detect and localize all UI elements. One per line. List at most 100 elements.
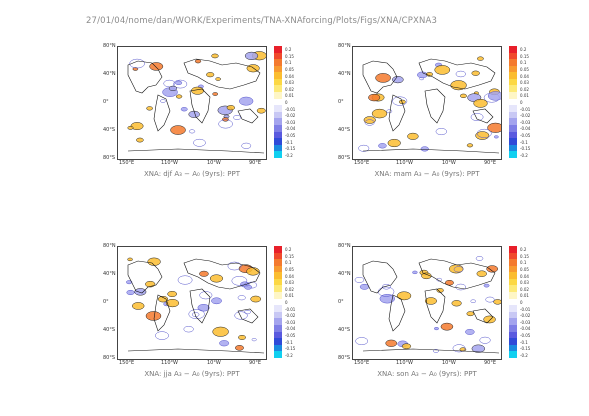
lon-label: 110°W <box>396 360 413 366</box>
colorbar-swatch <box>274 305 282 312</box>
coastline <box>127 58 265 154</box>
contour-region <box>355 337 369 346</box>
colorbar-label: 0.04 <box>520 273 529 279</box>
colorbar-label: 0.2 <box>285 47 292 53</box>
colorbar-swatch <box>509 65 517 73</box>
contour-region <box>487 91 501 101</box>
contour-region <box>212 92 219 96</box>
colorbar-swatch <box>509 246 517 253</box>
colorbar-label: 0.15 <box>520 53 529 59</box>
lat-label: 40°S <box>103 327 116 333</box>
contour-region <box>436 277 442 282</box>
contour-region <box>244 51 259 60</box>
colorbar-swatch <box>509 338 517 345</box>
colorbar-label: -0.15 <box>520 146 531 152</box>
colorbar-swatch <box>509 144 517 152</box>
lon-label: 150°E <box>354 160 370 166</box>
contour-region <box>251 338 257 342</box>
colorbar-label: 0.03 <box>285 280 294 286</box>
colorbar-swatch <box>509 118 517 125</box>
contour-region <box>455 70 466 78</box>
contour-region <box>392 76 404 84</box>
contour-region <box>183 326 194 333</box>
contour-region <box>127 125 134 130</box>
colorbar-label: -0.1 <box>520 339 528 345</box>
contour-region <box>434 65 451 75</box>
colorbar-label: -0.02 <box>520 313 531 319</box>
colorbar-swatch <box>274 92 282 99</box>
colorbar-swatch <box>274 72 282 79</box>
contour-region <box>197 304 210 312</box>
colorbar-swatch <box>274 324 282 332</box>
contour-region <box>359 283 370 290</box>
colorbar-swatch <box>509 298 517 306</box>
contour-region <box>163 79 176 88</box>
colorbar-label: -0.15 <box>285 146 296 152</box>
contour-region <box>155 331 169 340</box>
world-map <box>352 246 502 360</box>
contour-region <box>440 322 454 331</box>
colorbar-swatch <box>509 351 517 358</box>
lat-label: 80°S <box>338 355 351 361</box>
lat-label: 0° <box>103 99 109 105</box>
contour-region <box>452 344 466 353</box>
contour-region <box>175 80 183 86</box>
colorbar <box>274 46 282 158</box>
contour-region <box>387 138 401 148</box>
colorbar-label: -0.01 <box>285 306 296 312</box>
contour-region <box>358 144 370 152</box>
contour-region <box>227 261 242 271</box>
contour-region <box>475 131 490 140</box>
colorbar-swatch <box>509 111 517 119</box>
colorbar-swatch <box>274 259 282 266</box>
lon-label: 110°W <box>161 360 178 366</box>
colorbar-swatch <box>274 272 282 279</box>
contour-region <box>471 70 480 76</box>
colorbar-label: -0.01 <box>520 106 531 112</box>
colorbar-label: 0.03 <box>520 80 529 86</box>
contour-region <box>483 315 496 324</box>
colorbar-label: 0.2 <box>285 247 292 253</box>
contour-region <box>209 274 224 283</box>
colorbar-label: 0.02 <box>285 286 294 292</box>
colorbar-swatch <box>274 311 282 319</box>
colorbar-label: -0.1 <box>285 339 293 345</box>
colorbar-label: -0.05 <box>285 132 296 138</box>
contour-region <box>134 288 147 296</box>
colorbar-swatch <box>509 311 517 319</box>
contour-region <box>379 293 395 304</box>
colorbar-swatch <box>274 52 282 60</box>
colorbar-swatch <box>509 85 517 93</box>
contour-region <box>188 129 196 134</box>
colorbar-label: 0.02 <box>520 286 529 292</box>
contour-region <box>222 117 229 122</box>
colorbar-swatch <box>274 252 282 260</box>
lat-label: 0° <box>338 299 344 305</box>
contour-region <box>420 146 429 152</box>
colorbar <box>509 246 517 358</box>
panel-title: XNA: djf A₃ − A₀ (9yrs): PPT <box>144 170 240 178</box>
colorbar-swatch <box>509 318 517 325</box>
colorbar-swatch <box>274 246 282 253</box>
colorbar-swatch <box>509 131 517 139</box>
panel-jja: 80°N 40°N 0° 40°S 80°S 150°E 110°W 10°W 90°E XNA:… <box>103 243 337 386</box>
contour-region <box>392 96 408 106</box>
contour-region <box>180 107 188 112</box>
panel-mam: 80°N 40°N 0° 40°S 80°S 150°E 110°W 10°W 90°E XNA:… <box>338 43 572 186</box>
contour-region <box>170 125 186 135</box>
contour-region <box>256 107 266 114</box>
contour-region <box>188 309 205 320</box>
panel-title: XNA: mam A₃ − A₀ (9yrs): PPT <box>374 170 480 178</box>
contour-region <box>434 327 439 331</box>
contour-region <box>417 71 428 79</box>
colorbar-swatch <box>274 65 282 73</box>
contour-region <box>165 299 180 308</box>
colorbar-swatch <box>509 324 517 332</box>
contour-region <box>149 62 164 71</box>
colorbar-label: 0 <box>285 100 288 105</box>
contour-region <box>129 58 145 69</box>
contour-region <box>199 270 209 277</box>
contour-region <box>226 105 235 111</box>
contour-region <box>354 276 365 283</box>
colorbar-label: -0.1 <box>285 139 293 145</box>
